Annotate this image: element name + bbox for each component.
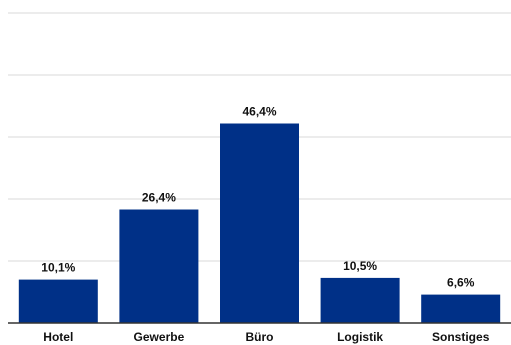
- value-label-logistik: 10,5%: [343, 259, 377, 273]
- x-tick-label-hotel: Hotel: [43, 330, 73, 344]
- value-label-hotel: 10,1%: [41, 261, 75, 275]
- value-label-büro: 46,4%: [242, 105, 276, 119]
- bar-sonstiges: [421, 294, 501, 323]
- bar-logistik: [320, 277, 400, 323]
- bar-hotel: [18, 279, 98, 323]
- bar-büro: [220, 123, 299, 323]
- x-tick-label-sonstiges: Sonstiges: [432, 330, 490, 344]
- value-label-gewerbe: 26,4%: [142, 191, 176, 205]
- x-tick-label-gewerbe: Gewerbe: [134, 330, 185, 344]
- value-labels-group: 10,1% 26,4% 46,4% 10,5% 6,6%: [41, 105, 474, 290]
- value-label-sonstiges: 6,6%: [447, 276, 475, 290]
- x-tick-label-büro: Büro: [246, 330, 274, 344]
- bars-group: [18, 123, 501, 323]
- bar-gewerbe: [119, 209, 199, 323]
- x-tick-labels-group: Hotel Gewerbe Büro Logistik Sonstiges: [43, 330, 489, 344]
- x-tick-label-logistik: Logistik: [337, 330, 383, 344]
